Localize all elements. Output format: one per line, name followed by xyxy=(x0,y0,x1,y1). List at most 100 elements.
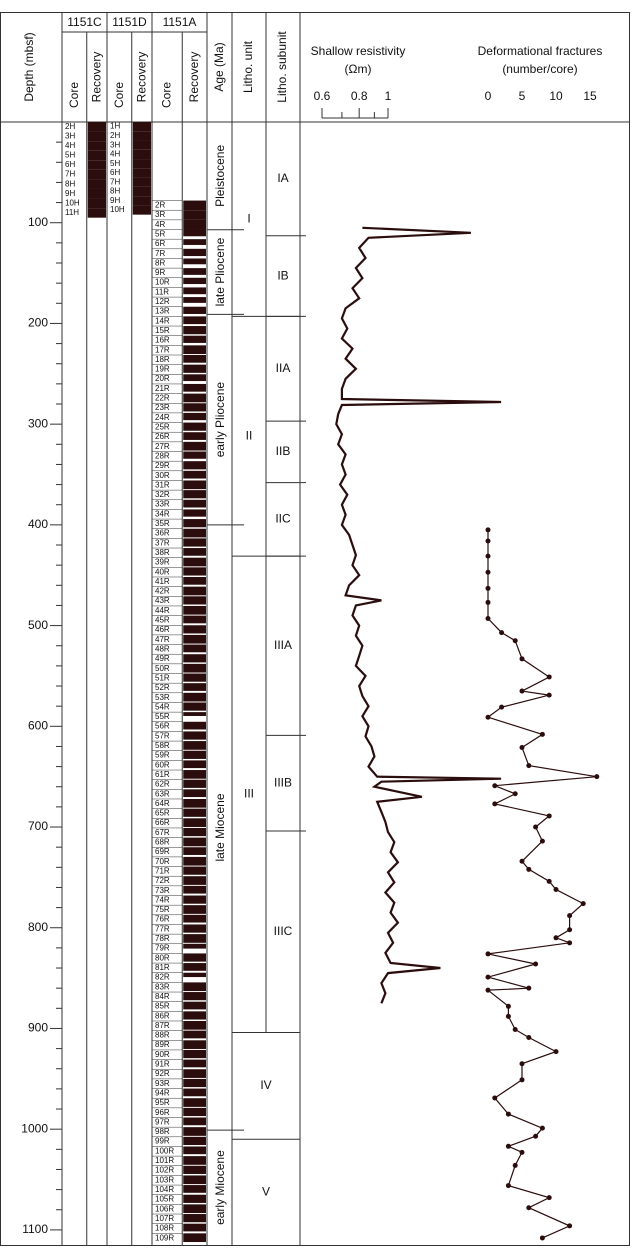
fracture-point xyxy=(546,674,552,680)
recovery-bar xyxy=(132,131,151,141)
core-label: 82R xyxy=(155,973,170,982)
recovery-bar xyxy=(183,1223,206,1232)
core-label: 108R xyxy=(155,1224,174,1233)
core-label: 33R xyxy=(155,500,170,509)
core-label: 9H xyxy=(110,196,120,205)
fracture-point xyxy=(567,940,573,946)
recovery-bar xyxy=(87,150,106,161)
core-label: 31R xyxy=(155,480,170,489)
recovery-bar xyxy=(183,663,206,673)
core-header: Core xyxy=(112,82,126,108)
core-label: 17R xyxy=(155,345,170,354)
core-label: 39R xyxy=(155,558,170,567)
x-tick-label: 1 xyxy=(385,89,392,103)
recovery-bar xyxy=(183,905,206,914)
core-label: 50R xyxy=(155,664,170,673)
fracture-point xyxy=(580,901,586,907)
recovery-bar xyxy=(183,634,206,644)
core-label: 36R xyxy=(155,529,170,538)
recovery-bar xyxy=(183,1214,206,1223)
recovery-bar xyxy=(183,605,206,615)
recovery-bar xyxy=(183,741,206,750)
core-label: 102R xyxy=(155,1166,174,1175)
recovery-bar xyxy=(183,499,206,508)
core-label: 7R xyxy=(155,249,165,258)
recovery-header: Recovery xyxy=(134,52,148,103)
recovery-bar xyxy=(183,712,206,716)
recovery-bar xyxy=(87,198,106,209)
figure-frame xyxy=(0,12,630,1246)
fracture-point xyxy=(526,1035,532,1041)
core-label: 30R xyxy=(155,471,170,480)
recovery-bar xyxy=(183,1185,206,1193)
hole-name: 1151D xyxy=(112,15,147,29)
y-tick-label: 1100 xyxy=(22,1222,48,1236)
recovery-bar xyxy=(132,196,151,206)
core-label: 66R xyxy=(155,818,170,827)
subunit-name: IIIA xyxy=(274,638,292,652)
core-label: 69R xyxy=(155,847,170,856)
core-label: 76R xyxy=(155,915,170,924)
recovery-bar xyxy=(87,188,106,199)
core-label: 63R xyxy=(155,789,170,798)
age-name: Pleistocene xyxy=(213,145,227,207)
fracture-point xyxy=(492,783,498,789)
recovery-bar xyxy=(183,779,206,788)
core-label: 2H xyxy=(65,122,75,131)
recovery-header: Recovery xyxy=(187,52,201,103)
recovery-bar xyxy=(183,1117,206,1126)
core-label: 34R xyxy=(155,509,170,518)
core-label: 71R xyxy=(155,866,170,875)
recovery-bar xyxy=(87,131,106,142)
core-label: 55R xyxy=(155,712,170,721)
recovery-bar xyxy=(183,576,206,585)
subunit-name: IIA xyxy=(276,361,291,375)
recovery-bar xyxy=(87,160,106,170)
recovery-bar xyxy=(183,1146,206,1155)
core-label: 1H xyxy=(110,122,120,131)
core-label: 3H xyxy=(65,131,75,140)
core-label: 6H xyxy=(110,168,120,177)
core-label: 5R xyxy=(155,229,165,238)
core-label: 91R xyxy=(155,1060,170,1069)
fracture-point xyxy=(485,527,491,533)
unit-name: V xyxy=(262,1184,270,1198)
core-label: 26R xyxy=(155,432,170,441)
unit-name: IV xyxy=(260,1078,271,1092)
core-label: 59R xyxy=(155,751,170,760)
core-label: 53R xyxy=(155,693,170,702)
core-label: 57R xyxy=(155,731,170,740)
recovery-bar xyxy=(183,509,206,517)
fracture-point xyxy=(526,763,532,769)
core-label: 10H xyxy=(65,198,80,207)
resistivity-log xyxy=(335,226,502,1004)
core-label: 12R xyxy=(155,297,170,306)
core-label: 5H xyxy=(65,151,75,160)
core-label: 80R xyxy=(155,953,170,962)
core-label: 84R xyxy=(155,992,170,1001)
fracture-point xyxy=(546,692,552,698)
y-tick-label: 1000 xyxy=(21,1121,48,1135)
core-label: 48R xyxy=(155,644,170,653)
recovery-bar xyxy=(183,1165,206,1174)
x-tick-label: 0 xyxy=(485,89,492,103)
subunit-name: IIIC xyxy=(274,924,293,938)
recovery-bar xyxy=(183,393,206,403)
core-label: 24R xyxy=(155,413,170,422)
core-label: 19R xyxy=(155,365,170,374)
core-label: 42R xyxy=(155,587,170,596)
core-label: 10H xyxy=(110,205,125,214)
recovery-bar xyxy=(183,441,206,451)
core-label: 101R xyxy=(155,1156,174,1165)
recovery-bar xyxy=(183,519,206,528)
fractures-line xyxy=(485,529,597,1239)
fracture-point xyxy=(512,638,518,644)
core-label: 47R xyxy=(155,635,170,644)
recovery-bar xyxy=(183,422,206,431)
fracture-point xyxy=(533,824,539,830)
fracture-point xyxy=(546,813,552,819)
recovery-bar xyxy=(183,760,206,769)
recovery-bar xyxy=(132,140,151,150)
recovery-bar xyxy=(183,1204,206,1214)
recovery-bar xyxy=(183,1030,206,1039)
